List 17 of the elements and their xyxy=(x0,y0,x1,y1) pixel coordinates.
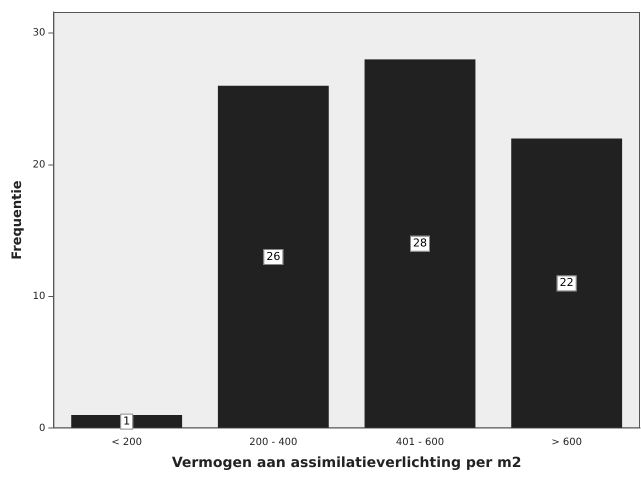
y-tick-label: 20 xyxy=(32,159,46,170)
y-axis-title: Frequentie xyxy=(10,180,26,260)
y-tick-label: 0 xyxy=(38,422,46,434)
x-tick-label: 401 - 600 xyxy=(396,436,444,448)
x-tick-label: < 200 xyxy=(111,436,142,448)
data-label: 1 xyxy=(123,414,130,428)
y-tick-label: 30 xyxy=(32,28,46,39)
x-tick-label: 200 - 400 xyxy=(249,436,298,448)
bar xyxy=(511,138,622,428)
x-tick-label: > 600 xyxy=(551,436,582,448)
x-axis-title: Vermogen aan assimilatieverlichting per m2 xyxy=(172,455,522,472)
data-label: 28 xyxy=(412,236,427,250)
data-label: 22 xyxy=(560,276,574,290)
y-tick-label: 10 xyxy=(32,291,46,302)
data-label: 26 xyxy=(266,250,280,263)
bar xyxy=(364,59,476,428)
bar xyxy=(218,86,329,428)
